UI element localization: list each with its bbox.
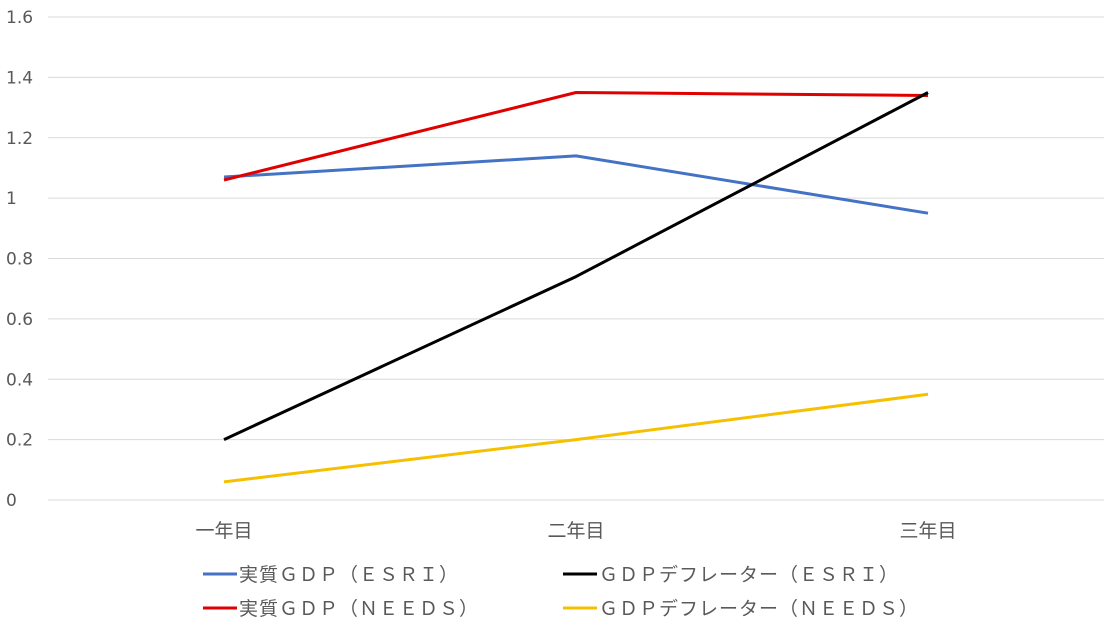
legend-label: 実質ＧＤＰ（ＮＥＥＤＳ） (239, 598, 479, 620)
y-tick-label: 1 (6, 189, 17, 209)
legend-label: 実質ＧＤＰ（ＥＳＲＩ） (239, 564, 459, 586)
y-tick-label: 1.2 (6, 129, 33, 149)
y-tick-label: 0.8 (6, 250, 33, 270)
x-axis-tick-labels: 一年目 二年目 三年目 (195, 520, 956, 542)
series-line (223, 91, 929, 441)
legend-label: ＧＤＰデフレーター（ＥＳＲＩ） (599, 564, 899, 586)
y-tick-label: 1.4 (6, 68, 33, 88)
legend-item: 実質ＧＤＰ（ＮＥＥＤＳ） (203, 598, 479, 620)
y-tick-label: 0.6 (6, 310, 33, 330)
series-lines (223, 91, 929, 484)
y-axis-tick-labels: 0 0.2 0.4 0.6 0.8 1 1.2 1.4 1.6 (6, 8, 33, 511)
x-tick-label: 二年目 (547, 520, 604, 542)
gridlines (48, 16, 1104, 501)
legend-item: 実質ＧＤＰ（ＥＳＲＩ） (203, 564, 459, 586)
y-tick-label: 0 (6, 491, 17, 511)
x-tick-label: 一年目 (195, 520, 252, 542)
series-line (223, 154, 929, 215)
x-tick-label: 三年目 (899, 520, 956, 542)
legend-item: ＧＤＰデフレーター（ＥＳＲＩ） (563, 564, 899, 586)
legend-label: ＧＤＰデフレーター（ＮＥＥＤＳ） (599, 598, 919, 620)
legend-item: ＧＤＰデフレーター（ＮＥＥＤＳ） (563, 598, 919, 620)
y-tick-label: 1.6 (6, 8, 33, 28)
y-tick-label: 0.4 (6, 370, 33, 390)
legend: 実質ＧＤＰ（ＥＳＲＩ） ＧＤＰデフレーター（ＥＳＲＩ） 実質ＧＤＰ（ＮＥＥＤＳ） ＧＤ… (203, 564, 919, 620)
series-line (223, 392, 929, 484)
y-tick-label: 0.2 (6, 431, 33, 451)
series-line (223, 91, 929, 182)
